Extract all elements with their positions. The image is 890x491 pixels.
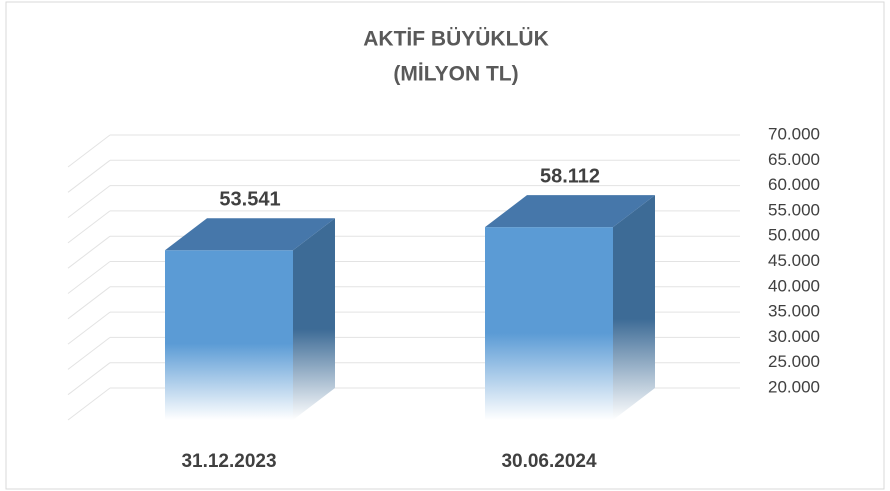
y-tick-label: 35.000 bbox=[768, 302, 820, 321]
y-tick-label: 30.000 bbox=[768, 327, 820, 346]
y-tick-label: 40.000 bbox=[768, 276, 820, 295]
x-tick-label: 30.06.2024 bbox=[501, 451, 597, 472]
y-tick-label: 50.000 bbox=[768, 226, 820, 245]
bar bbox=[165, 250, 293, 420]
chart-frame bbox=[5, 1, 885, 490]
grid-line-side bbox=[67, 210, 111, 244]
bar-side bbox=[613, 195, 655, 420]
y-tick-label: 65.000 bbox=[768, 150, 820, 169]
bar-top bbox=[485, 195, 655, 228]
grid-line-side bbox=[67, 387, 111, 421]
grid-line-side bbox=[67, 185, 111, 218]
chart-subtitle: (MİLYON TL) bbox=[393, 63, 518, 86]
bar-top bbox=[165, 218, 335, 251]
grid-line-side bbox=[67, 235, 111, 269]
y-tick-label: 25.000 bbox=[768, 352, 820, 371]
grid-line-side bbox=[67, 286, 111, 320]
grid-line-side bbox=[67, 311, 111, 345]
y-tick-label: 45.000 bbox=[768, 251, 820, 270]
y-tick-label: 60.000 bbox=[768, 175, 820, 194]
x-tick-label: 31.12.2023 bbox=[181, 451, 276, 472]
grid-line-side bbox=[67, 362, 111, 396]
grid-line-side bbox=[67, 159, 111, 193]
grid-line-side bbox=[67, 261, 111, 294]
chart-title: AKTİF BÜYÜKLÜK bbox=[363, 28, 548, 51]
y-tick-label: 55.000 bbox=[768, 200, 820, 219]
value-label: 58.112 bbox=[540, 165, 600, 187]
y-tick-label: 20.000 bbox=[768, 377, 820, 396]
bar-side bbox=[293, 218, 335, 420]
value-label: 53.541 bbox=[219, 189, 280, 211]
y-tick-label: 70.000 bbox=[768, 124, 820, 143]
grid-line-side bbox=[67, 337, 111, 370]
grid-line-side bbox=[67, 134, 111, 168]
bar bbox=[485, 227, 613, 420]
